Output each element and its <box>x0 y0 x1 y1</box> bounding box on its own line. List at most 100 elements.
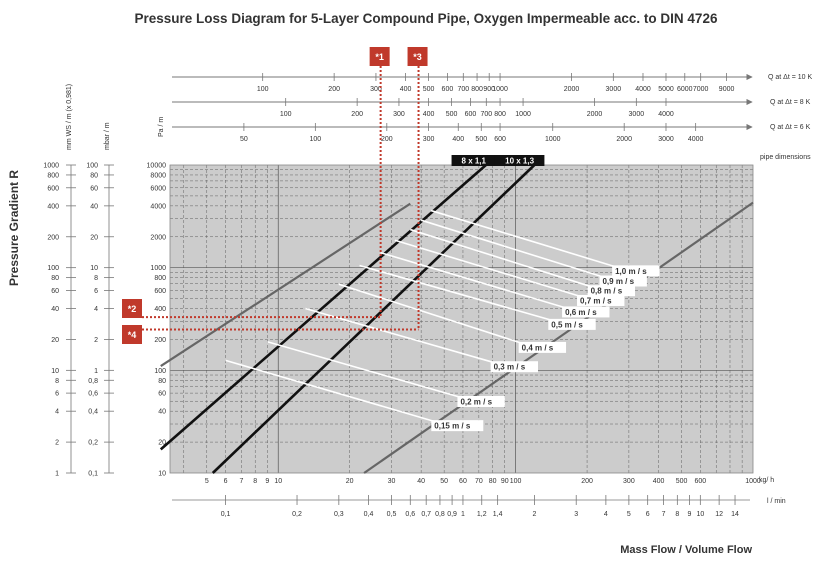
x-tick-label-kgh: 70 <box>475 478 483 485</box>
x-tick-label-lmin: 0,8 <box>435 511 445 518</box>
x-tick-label-lmin: 1,2 <box>477 511 487 518</box>
pa-unit-label: Pa / m <box>158 117 165 137</box>
x-tick-label-kgh: 9 <box>265 478 269 485</box>
top-tick-label: 600 <box>465 111 477 118</box>
top-tick-label: 100 <box>280 111 292 118</box>
y-tick-label-mmws: 1 <box>55 471 59 478</box>
x-tick-label-lmin: 1,4 <box>493 511 503 518</box>
pipe-line <box>159 164 487 451</box>
x-tick-label-kgh: 30 <box>388 478 396 485</box>
x-tick-label-kgh: 100 <box>510 478 522 485</box>
y-tick-label-mbar: 0,1 <box>88 471 98 478</box>
velocity-label-bg <box>457 395 505 407</box>
series-group: 8 x 1,1 10 x 1,3 1,0 m / s0,9 m / s0,8 m /… <box>159 155 754 474</box>
y-tick-label-mmws: 2 <box>55 440 59 447</box>
x-tick-label-lmin: 0,5 <box>387 511 397 518</box>
velocity-label: 0,3 m / s <box>494 363 526 372</box>
y-tick-label-pa: 200 <box>154 337 166 344</box>
x-tick-label-lmin: 0,6 <box>405 511 415 518</box>
top-tick-label: 200 <box>328 86 340 93</box>
x-tick-label-lmin: 9 <box>688 511 692 518</box>
pipe-label: 10 x 1,3 <box>505 157 534 166</box>
y-tick-label-pa: 400 <box>154 306 166 313</box>
top-tick-label: 1000 <box>492 86 508 93</box>
reference-line <box>363 201 754 474</box>
y-tick-label-pa: 40 <box>158 409 166 416</box>
kgh-unit-label: kg/ h <box>759 477 774 484</box>
lmin-unit-label: l / min <box>767 498 786 505</box>
y-tick-label-pa: 60 <box>158 391 166 398</box>
q8-label: Q at Δt = 8 K <box>770 99 811 106</box>
marker-group: *1 *3 *2 *4 <box>122 47 428 344</box>
y-tick-label-pa: 600 <box>154 288 166 295</box>
x-tick-label-lmin: 0,2 <box>292 511 302 518</box>
pipe-label: 8 x 1,1 <box>462 157 487 166</box>
top-tick-label: 500 <box>475 136 487 143</box>
top-tick-label: 800 <box>471 86 483 93</box>
x-tick-label-lmin: 0,4 <box>364 511 374 518</box>
y-tick-label-mmws: 200 <box>47 234 59 241</box>
velocity-line <box>338 283 521 344</box>
x-tick-label-kgh: 300 <box>623 478 635 485</box>
x-tick-label-kgh: 50 <box>440 478 448 485</box>
velocity-line <box>410 228 590 287</box>
pipe-line <box>211 164 536 474</box>
top-tick-label: 4000 <box>635 86 651 93</box>
velocity-label: 1,0 m / s <box>615 267 647 276</box>
velocity-label: 0,7 m / s <box>580 296 612 305</box>
velocity-label-bg <box>431 420 484 432</box>
y-tick-label-mbar: 0,8 <box>88 378 98 385</box>
y-tick-label-pa: 10000 <box>147 163 167 170</box>
x-tick-label-lmin: 0,7 <box>421 511 431 518</box>
y-tick-label-mmws: 400 <box>47 203 59 210</box>
top-tick-label: 3000 <box>658 136 674 143</box>
marker-label: *4 <box>128 330 137 340</box>
top-tick-label: 400 <box>400 86 412 93</box>
velocity-label-bg <box>518 341 567 353</box>
x-tick-label-lmin: 5 <box>627 511 631 518</box>
y-tick-label-mmws: 1000 <box>43 163 59 170</box>
top-tick-label: 9000 <box>719 86 735 93</box>
x-tick-label-lmin: 12 <box>715 511 723 518</box>
velocity-line <box>267 340 460 398</box>
marker-label: *3 <box>413 52 422 62</box>
left-axis-ticks: 1020406080100200400600800100020004000600… <box>43 163 166 478</box>
y-tick-label-mmws: 10 <box>51 368 59 375</box>
top-tick-label: 7000 <box>693 86 709 93</box>
x-tick-label-lmin: 14 <box>731 511 739 518</box>
x-tick-label-kgh: 500 <box>676 478 688 485</box>
velocity-label: 0,5 m / s <box>551 320 583 329</box>
q6-label: Q at Δt = 6 K <box>770 124 811 131</box>
marker-badge <box>369 47 390 66</box>
x-tick-label-lmin: 4 <box>604 511 608 518</box>
top-tick-label: 800 <box>494 111 506 118</box>
x-tick-label-kgh: 200 <box>581 478 593 485</box>
top-tick-label: 6000 <box>677 86 693 93</box>
velocity-label-bg <box>577 294 625 306</box>
top-tick-label: 300 <box>423 136 435 143</box>
top-tick-label: 3000 <box>629 111 645 118</box>
pipe-dimensions-label: pipe dimensions <box>760 154 811 161</box>
top-tick-label: 700 <box>480 111 492 118</box>
velocity-label: 0,2 m / s <box>460 397 492 406</box>
mbar-unit-label: mbar / m <box>104 122 111 150</box>
y-tick-label-mbar: 100 <box>86 163 98 170</box>
top-tick-label: 5000 <box>658 86 674 93</box>
x-tick-label-kgh: 7 <box>240 478 244 485</box>
x-tick-label-kgh: 1000 <box>745 478 761 485</box>
top-tick-label: 300 <box>370 86 382 93</box>
y-tick-label-mbar: 10 <box>90 265 98 272</box>
y-tick-label-pa: 8000 <box>150 172 166 179</box>
bottom-axis-ticks: 5 6 7 8 9 10 20 30 40 50 60 70 80 90 100 200 300 400 500 60… <box>205 478 761 518</box>
top-tick-label: 2000 <box>616 136 632 143</box>
y-tick-label-mmws: 60 <box>51 288 59 295</box>
x-tick-label-lmin: 0,3 <box>334 511 344 518</box>
y-tick-label-mbar: 8 <box>94 275 98 282</box>
pipe-label-bg <box>451 155 496 166</box>
top-tick-label: 600 <box>494 136 506 143</box>
top-tick-label: 900 <box>483 86 495 93</box>
reference-line <box>160 202 411 368</box>
y-tick-label-pa: 1000 <box>150 265 166 272</box>
y-tick-label-mmws: 8 <box>55 378 59 385</box>
